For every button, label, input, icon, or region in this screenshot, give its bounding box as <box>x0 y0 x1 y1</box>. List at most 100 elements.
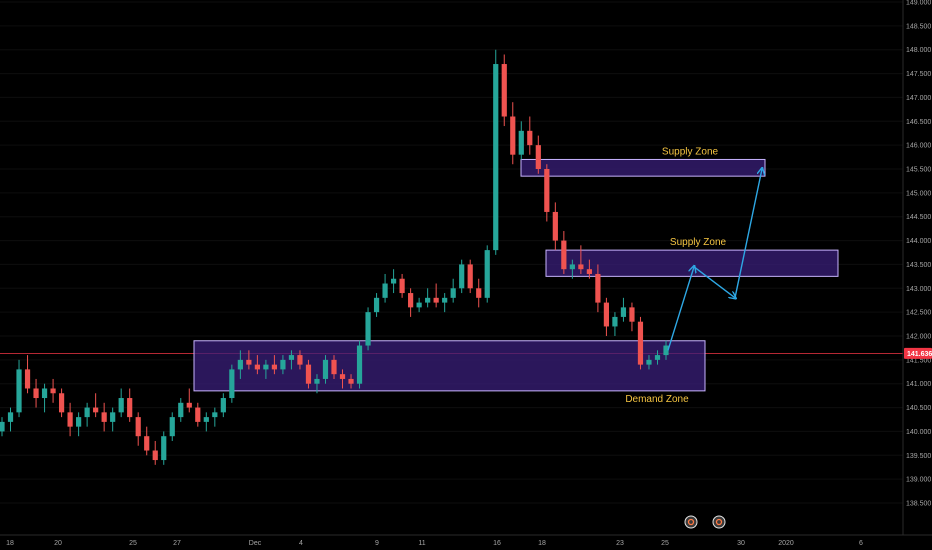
candle <box>280 355 286 375</box>
y-tick-label: 142.000 <box>906 334 931 341</box>
candle-body <box>382 283 388 298</box>
y-tick-label: 138.500 <box>906 501 931 508</box>
candle <box>7 407 14 432</box>
candle-body <box>569 264 575 270</box>
candle <box>408 288 414 317</box>
y-tick-label: 149.000 <box>906 0 931 7</box>
candle-body <box>365 312 371 346</box>
y-tick-label: 139.000 <box>906 477 931 484</box>
candle-body <box>373 297 380 313</box>
candle-body <box>297 355 303 365</box>
y-tick-label: 147.500 <box>906 71 931 78</box>
candles <box>0 49 669 465</box>
zone-label: Supply Zone <box>662 146 719 157</box>
candle <box>297 350 303 370</box>
candle-body <box>101 412 107 422</box>
x-axis[interactable]: 18 20 25 27 Dec 4 9 11 16 18 23 25 30 2020 6 <box>6 540 863 547</box>
candle-body <box>84 407 90 418</box>
candle <box>382 273 388 303</box>
candle <box>169 412 175 441</box>
candle <box>203 412 209 432</box>
candle <box>433 283 439 308</box>
zones: Supply Zone Supply Zone Demand Zone <box>193 146 839 405</box>
candle <box>654 350 661 365</box>
candle <box>637 316 644 370</box>
candle-body <box>144 436 150 451</box>
candle-body <box>646 359 652 365</box>
candle-body <box>118 398 124 413</box>
event-icon[interactable] <box>712 515 726 529</box>
candle <box>101 402 107 432</box>
candle-body <box>390 278 397 284</box>
candle <box>348 374 354 389</box>
candle-body <box>603 302 610 327</box>
candle <box>620 297 627 322</box>
candle-body <box>459 264 465 289</box>
candle <box>442 293 448 313</box>
x-tick-label: 20 <box>54 540 62 547</box>
candle-body <box>280 359 286 370</box>
candle <box>161 431 167 465</box>
candle-body <box>41 388 48 399</box>
candle <box>450 278 456 303</box>
candle-body <box>442 297 448 303</box>
candle <box>305 359 312 389</box>
candle <box>467 259 473 294</box>
x-tick-label: 27 <box>173 540 181 547</box>
candle <box>195 402 201 427</box>
x-tick-label: 23 <box>616 540 624 547</box>
candle <box>484 245 490 303</box>
x-tick-label: 2020 <box>778 540 794 547</box>
candle <box>510 102 516 165</box>
candle-body <box>24 369 31 389</box>
x-tick-label: Dec <box>249 540 262 547</box>
candle-body <box>399 278 405 294</box>
candle <box>50 378 56 403</box>
event-icon[interactable] <box>684 515 698 529</box>
candle-body <box>195 407 201 422</box>
current-price-label: 141.636 <box>907 351 932 358</box>
candle-body <box>527 130 533 146</box>
candle <box>76 412 82 437</box>
y-tick-label: 148.000 <box>906 47 931 54</box>
candle-body <box>518 130 524 155</box>
y-axis[interactable]: 149.000 148.500 148.000 147.500 147.000 146.5… <box>0 0 932 536</box>
candle-body <box>629 307 635 322</box>
candle <box>93 393 99 418</box>
candle <box>229 364 235 403</box>
candle-body <box>0 421 5 432</box>
candle <box>254 355 260 375</box>
candle <box>314 374 320 394</box>
candle-body <box>212 412 218 418</box>
zone-box <box>193 340 706 392</box>
x-tick-label: 4 <box>299 540 303 547</box>
candle <box>144 426 150 456</box>
y-tick-label: 139.500 <box>906 453 931 460</box>
candle <box>67 402 73 437</box>
candle-body <box>76 417 82 427</box>
candle <box>459 259 465 294</box>
candle <box>263 359 269 379</box>
candle <box>118 388 124 418</box>
candle-body <box>535 145 541 169</box>
candle-body <box>254 364 260 370</box>
candle <box>178 398 184 422</box>
event-icons[interactable] <box>684 515 726 529</box>
x-tick-label: 18 <box>6 540 14 547</box>
candle-body <box>620 307 627 317</box>
candle <box>476 278 482 308</box>
candle-body <box>416 302 422 308</box>
candle-body <box>339 374 346 379</box>
candle-body <box>654 355 661 360</box>
candle-body <box>467 264 473 289</box>
candle-body <box>425 297 431 303</box>
candle <box>365 307 371 351</box>
y-tick-label: 145.500 <box>906 167 931 174</box>
candle <box>663 340 669 360</box>
y-tick-label: 146.000 <box>906 143 931 150</box>
x-tick-label: 6 <box>859 540 863 547</box>
y-tick-label: 146.500 <box>906 119 931 126</box>
candle <box>390 269 397 294</box>
candle-body <box>433 297 439 303</box>
